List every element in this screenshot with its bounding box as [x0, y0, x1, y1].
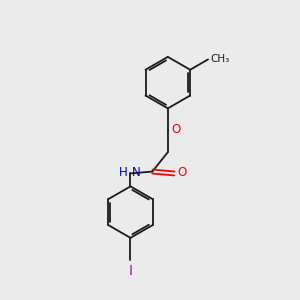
Text: O: O — [177, 166, 187, 179]
Text: H: H — [119, 166, 128, 179]
Text: I: I — [128, 264, 133, 278]
Text: CH₃: CH₃ — [210, 54, 229, 64]
Text: N: N — [131, 166, 140, 179]
Text: O: O — [172, 123, 181, 136]
